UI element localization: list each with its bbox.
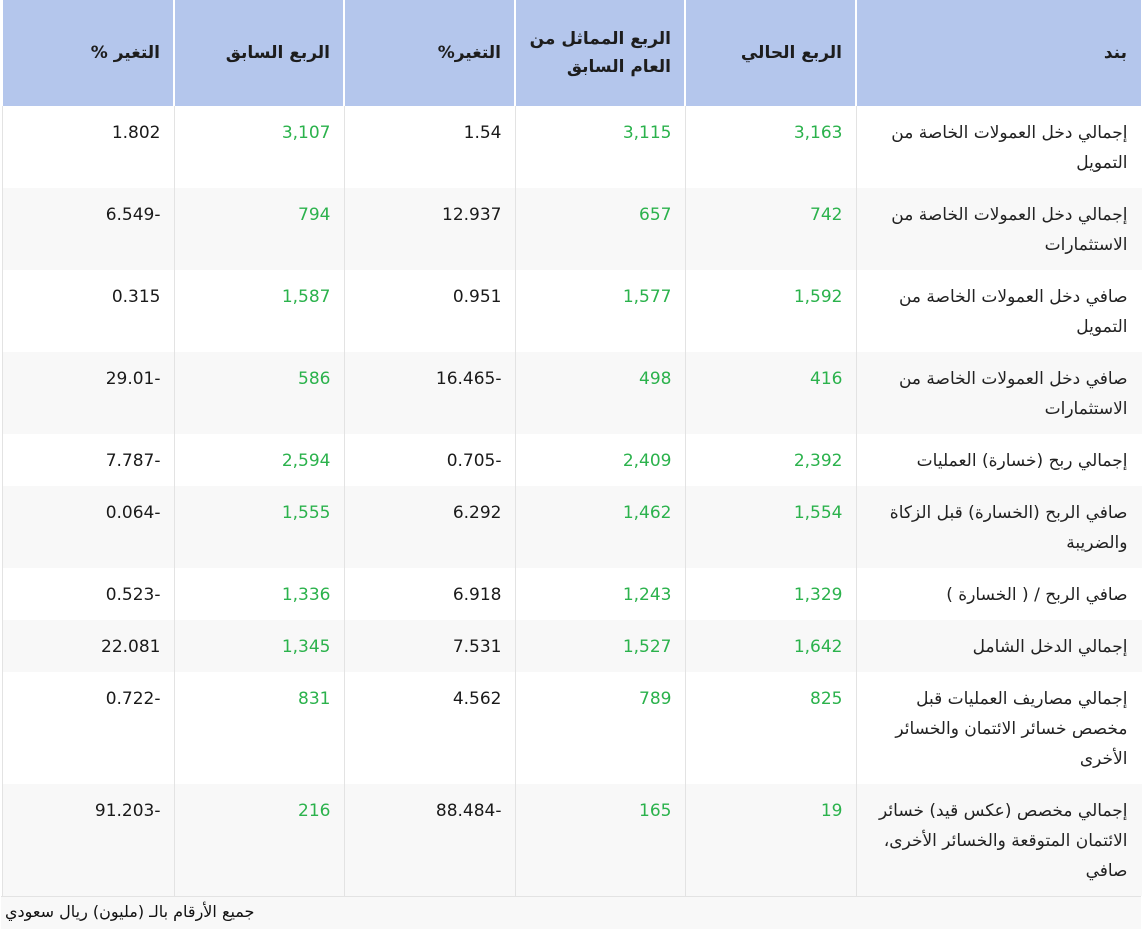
cell-change-2: 1.802 [1,106,175,188]
cell-current: 416 [684,352,857,434]
header-change-pct-2: التغير % [1,0,175,106]
table-row: صافي الربح (الخسارة) قبل الزكاة والضريبة… [1,486,1142,568]
cell-same-last-year: 498 [514,352,686,434]
cell-same-last-year: 789 [514,672,686,784]
cell-previous: 3,107 [173,106,345,188]
cell-change: 6.918 [343,568,516,620]
cell-change-2: 0.315 [1,270,175,352]
table-row: إجمالي دخل العمولات الخاصة من التمويل 3,… [1,106,1142,188]
cell-change: 88.484- [343,784,516,896]
cell-current: 1,554 [684,486,857,568]
cell-same-last-year: 1,527 [514,620,686,672]
row-label: إجمالي دخل العمولات الخاصة من التمويل [855,106,1142,188]
row-label: إجمالي مخصص (عكس قيد) خسائر الائتمان الم… [855,784,1142,896]
cell-change: 1.54 [343,106,516,188]
row-label: إجمالي مصاريف العمليات قبل مخصص خسائر ال… [855,672,1142,784]
cell-previous: 586 [173,352,345,434]
cell-change: 0.705- [343,434,516,486]
header-previous-quarter: الربع السابق [173,0,345,106]
cell-previous: 2,594 [173,434,345,486]
cell-current: 1,642 [684,620,857,672]
table-row: صافي دخل العمولات الخاصة من التمويل 1,59… [1,270,1142,352]
header-row: بند الربع الحالي الربع المماثل من العام … [1,0,1142,106]
header-current-quarter: الربع الحالي [684,0,857,106]
table-row: صافي دخل العمولات الخاصة من الاستثمارات … [1,352,1142,434]
units-note: جميع الأرقام بالـ (مليون) ريال سعودي [1,896,1141,929]
table-row: إجمالي مخصص (عكس قيد) خسائر الائتمان الم… [1,784,1142,896]
cell-change-2: 22.081 [1,620,175,672]
cell-change-2: 91.203- [1,784,175,896]
header-item: بند [855,0,1142,106]
table-header: بند الربع الحالي الربع المماثل من العام … [1,0,1142,106]
cell-current: 1,592 [684,270,857,352]
cell-change-2: 6.549- [1,188,175,270]
cell-previous: 1,336 [173,568,345,620]
row-label: إجمالي دخل العمولات الخاصة من الاستثمارا… [855,188,1142,270]
table-row: إجمالي دخل العمولات الخاصة من الاستثمارا… [1,188,1142,270]
cell-previous: 1,345 [173,620,345,672]
financial-results-table: بند الربع الحالي الربع المماثل من العام … [1,0,1142,896]
cell-change-2: 29.01- [1,352,175,434]
cell-current: 19 [684,784,857,896]
cell-same-last-year: 1,577 [514,270,686,352]
cell-current: 1,329 [684,568,857,620]
row-label: إجمالي الدخل الشامل [855,620,1142,672]
cell-same-last-year: 1,462 [514,486,686,568]
cell-change: 4.562 [343,672,516,784]
table-body: إجمالي دخل العمولات الخاصة من التمويل 3,… [1,106,1142,896]
cell-change-2: 0.064- [1,486,175,568]
row-label: صافي الربح (الخسارة) قبل الزكاة والضريبة [855,486,1142,568]
cell-current: 742 [684,188,857,270]
cell-same-last-year: 165 [514,784,686,896]
cell-same-last-year: 3,115 [514,106,686,188]
table-row: إجمالي ربح (خسارة) العمليات 2,392 2,409 … [1,434,1142,486]
cell-current: 2,392 [684,434,857,486]
cell-change: 7.531 [343,620,516,672]
row-label: صافي دخل العمولات الخاصة من التمويل [855,270,1142,352]
cell-previous: 831 [173,672,345,784]
cell-change-2: 7.787- [1,434,175,486]
cell-previous: 216 [173,784,345,896]
table-row: صافي الربح / ( الخسارة ) 1,329 1,243 6.9… [1,568,1142,620]
cell-current: 825 [684,672,857,784]
cell-same-last-year: 1,243 [514,568,686,620]
cell-same-last-year: 657 [514,188,686,270]
table-row: إجمالي مصاريف العمليات قبل مخصص خسائر ال… [1,672,1142,784]
cell-previous: 1,555 [173,486,345,568]
table-row: إجمالي الدخل الشامل 1,642 1,527 7.531 1,… [1,620,1142,672]
cell-previous: 1,587 [173,270,345,352]
cell-current: 3,163 [684,106,857,188]
row-label: صافي الربح / ( الخسارة ) [855,568,1142,620]
cell-same-last-year: 2,409 [514,434,686,486]
cell-change: 6.292 [343,486,516,568]
cell-previous: 794 [173,188,345,270]
cell-change: 16.465- [343,352,516,434]
units-note-text: جميع الأرقام بالـ (مليون) ريال سعودي [5,902,255,921]
row-label: إجمالي ربح (خسارة) العمليات [855,434,1142,486]
cell-change-2: 0.523- [1,568,175,620]
cell-change: 12.937 [343,188,516,270]
cell-change-2: 0.722- [1,672,175,784]
row-label: صافي دخل العمولات الخاصة من الاستثمارات [855,352,1142,434]
cell-change: 0.951 [343,270,516,352]
header-change-pct: التغير% [343,0,516,106]
header-same-quarter-last-year: الربع المماثل من العام السابق [514,0,686,106]
